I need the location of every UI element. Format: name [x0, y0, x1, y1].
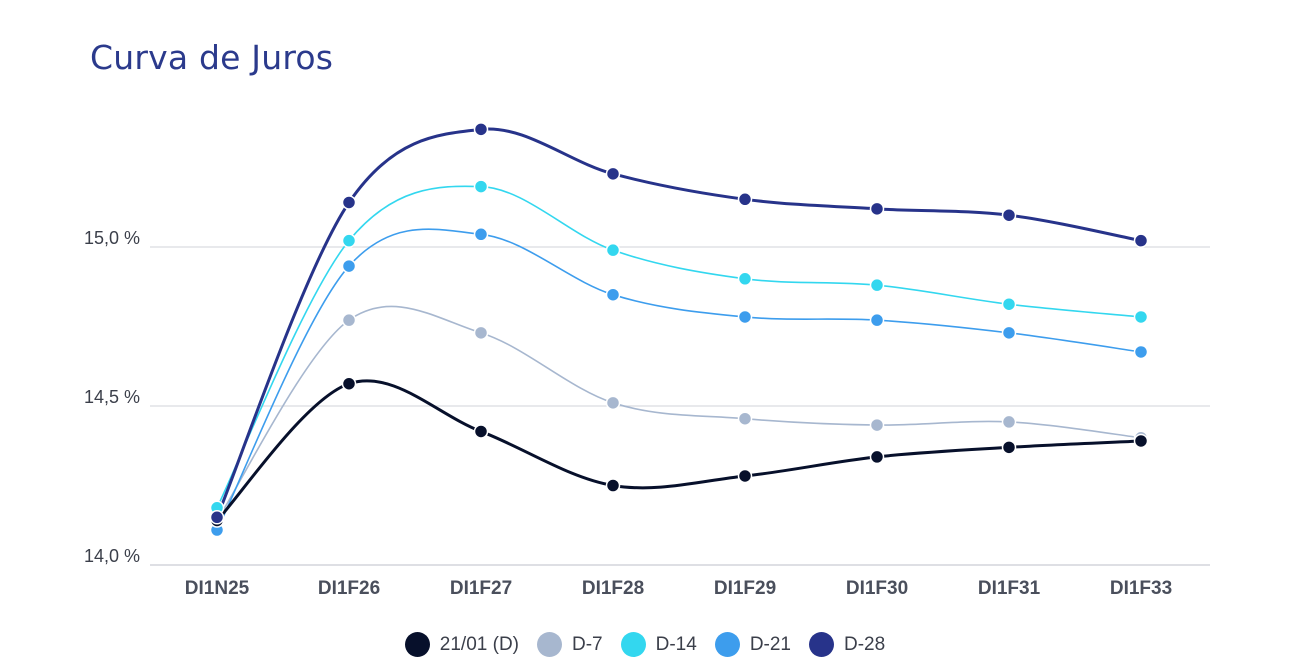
y-tick-label: 14,5 %: [84, 387, 140, 407]
data-point: [1001, 414, 1017, 430]
data-point: [1001, 440, 1017, 455]
data-point: [473, 424, 489, 439]
legend-label: D-21: [749, 633, 791, 655]
legend-marker: [537, 632, 562, 657]
legend-label: 21/01 (D): [439, 633, 519, 655]
data-point: [1001, 325, 1017, 341]
data-point: [737, 192, 753, 207]
data-point: [869, 201, 885, 217]
data-point: [1001, 296, 1017, 312]
x-tick-label: DI1F27: [450, 578, 512, 599]
data-point: [605, 242, 621, 258]
data-point: [605, 287, 621, 302]
legend-marker: [620, 632, 646, 657]
data-point: [737, 271, 753, 287]
legend-marker: [404, 632, 430, 657]
series-line: [215, 127, 1143, 519]
data-point: [869, 277, 885, 293]
data-point: [737, 411, 753, 426]
data-point: [473, 179, 489, 194]
x-tick-label: DI1F26: [318, 578, 380, 599]
data-point: [869, 312, 885, 328]
data-point: [1133, 233, 1149, 248]
legend-label: D-7: [572, 633, 603, 655]
legend-item[interactable]: 21/01 (D): [404, 632, 519, 657]
x-tick-label: DI1F33: [1110, 578, 1172, 599]
data-point: [473, 325, 489, 341]
x-tick-label: DI1F30: [846, 578, 908, 599]
data-point: [341, 376, 357, 391]
data-point: [605, 395, 621, 411]
data-point: [473, 227, 489, 242]
series-line: [216, 305, 1142, 522]
data-point: [1001, 207, 1017, 223]
data-point: [473, 122, 489, 137]
chart-legend: 21/01 (D) D-7 D-14 D-21 D-28: [0, 632, 1290, 657]
x-tick-label: DI1F29: [714, 578, 776, 599]
data-point: [341, 312, 357, 328]
y-tick-label: 14,0 %: [84, 546, 140, 566]
data-point: [869, 417, 885, 433]
chart-title: Curva de Juros: [90, 38, 334, 77]
data-point: [737, 309, 753, 325]
x-tick-label: DI1F31: [978, 578, 1041, 599]
data-point: [737, 468, 753, 484]
data-point: [1133, 344, 1149, 360]
y-tick-label: 15,0 %: [84, 228, 140, 248]
data-point: [605, 166, 621, 182]
legend-item[interactable]: D-7: [537, 632, 603, 657]
series-line: [216, 228, 1142, 531]
data-point: [341, 195, 357, 210]
legend-label: D-28: [844, 633, 886, 655]
legend-item[interactable]: D-14: [620, 632, 697, 657]
data-point: [209, 510, 225, 525]
x-tick-label: DI1N25: [185, 578, 250, 599]
legend-marker: [809, 632, 834, 657]
data-point: [1133, 433, 1149, 449]
data-point: [869, 449, 885, 465]
data-point: [341, 233, 357, 248]
legend-marker: [714, 632, 740, 657]
data-point: [605, 478, 621, 493]
legend-label: D-14: [655, 633, 697, 655]
data-point: [341, 258, 357, 274]
legend-item[interactable]: D-21: [714, 632, 791, 657]
series-line: [215, 379, 1143, 522]
series-line: [216, 185, 1142, 509]
legend-item[interactable]: D-28: [809, 632, 885, 657]
x-tick-label: DI1F28: [582, 578, 644, 599]
data-point: [1133, 309, 1149, 325]
